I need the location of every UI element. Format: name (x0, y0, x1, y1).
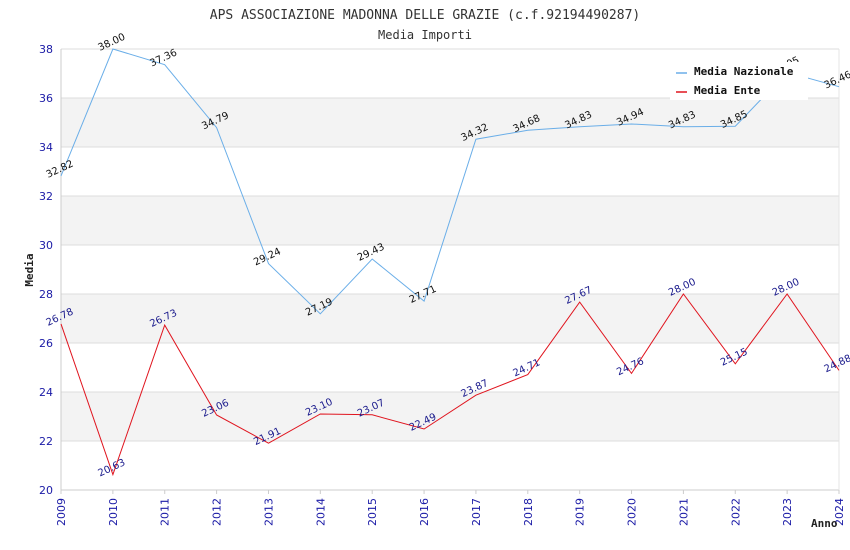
chart-title: APS ASSOCIAZIONE MADONNA DELLE GRAZIE (c… (210, 8, 640, 23)
grid-band (61, 98, 839, 147)
x-tick-label: 2017 (470, 498, 483, 526)
y-tick-label: 22 (39, 435, 53, 448)
axes (60, 49, 840, 491)
x-tick-labels: 2009 2010 2011 2012 2013 2014 2015 2016 2017 2018… (55, 490, 846, 526)
legend-label-ente: Media Ente (694, 84, 761, 97)
series-line-ente (60, 293, 840, 477)
x-tick-label: 2009 (55, 498, 68, 526)
legend-background (670, 62, 808, 100)
x-tick-label: 2018 (522, 498, 535, 526)
x-tick-label: 2020 (626, 498, 639, 526)
legend: Media Nazionale Media Ente (670, 62, 808, 100)
y-tick-labels: 20 22 24 26 28 30 32 34 36 38 (39, 43, 53, 497)
x-tick-label: 2014 (314, 498, 327, 526)
x-tick-label: 2024 (833, 498, 846, 526)
x-tick-label: 2013 (262, 498, 275, 526)
grid-band (61, 392, 839, 441)
y-tick-label: 26 (39, 337, 53, 350)
grid-band (61, 245, 839, 294)
y-axis-title: Media (23, 253, 36, 286)
x-tick-label: 2023 (781, 498, 794, 526)
series-group (60, 48, 840, 477)
x-tick-label: 2012 (211, 498, 224, 526)
x-axis-title: Anno (811, 517, 838, 530)
legend-label-nazionale: Media Nazionale (694, 65, 794, 78)
y-tick-label: 30 (39, 239, 53, 252)
y-tick-label: 28 (39, 288, 53, 301)
grid-bands (61, 48, 839, 491)
y-tick-label: 20 (39, 484, 53, 497)
x-tick-label: 2010 (107, 498, 120, 526)
y-tick-label: 36 (39, 92, 53, 105)
grid-band (61, 294, 839, 343)
y-tick-label: 24 (39, 386, 53, 399)
series-line-nazionale (60, 48, 840, 315)
x-tick-label: 2015 (366, 498, 379, 526)
grid-band (61, 441, 839, 490)
chart-subtitle: Media Importi (378, 28, 472, 42)
x-tick-label: 2019 (574, 498, 587, 526)
grid-band (61, 343, 839, 392)
y-tick-label: 32 (39, 190, 53, 203)
x-tick-label: 2021 (677, 498, 690, 526)
y-tick-label: 34 (39, 141, 53, 154)
x-tick-label: 2011 (159, 498, 172, 526)
x-tick-label: 2016 (418, 498, 431, 526)
x-tick-label: 2022 (729, 498, 742, 526)
y-tick-label: 38 (39, 43, 53, 56)
grid-band (61, 147, 839, 196)
